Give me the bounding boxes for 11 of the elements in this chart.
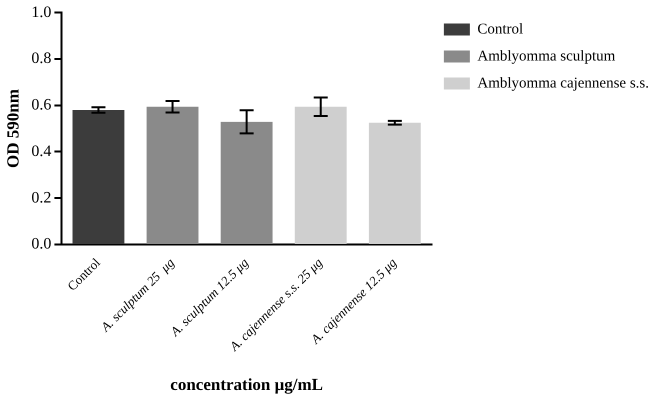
y-tick-label: 0.4 <box>31 142 52 160</box>
legend-label: Amblyomma cajennense s.s. <box>477 75 650 92</box>
legend-label: Control <box>477 21 524 38</box>
y-tick-label: 0.6 <box>31 96 52 114</box>
y-tick-label: 0.0 <box>31 236 52 253</box>
y-tick-label: 0.2 <box>31 189 52 206</box>
y-axis-title: OD 590nm <box>4 89 23 168</box>
x-axis-title: concentration μg/mL <box>170 375 323 394</box>
y-tick-label: 0.8 <box>31 50 52 68</box>
legend-label: Amblyomma sculptum <box>477 48 616 64</box>
y-tick-label: 1.0 <box>31 4 52 21</box>
